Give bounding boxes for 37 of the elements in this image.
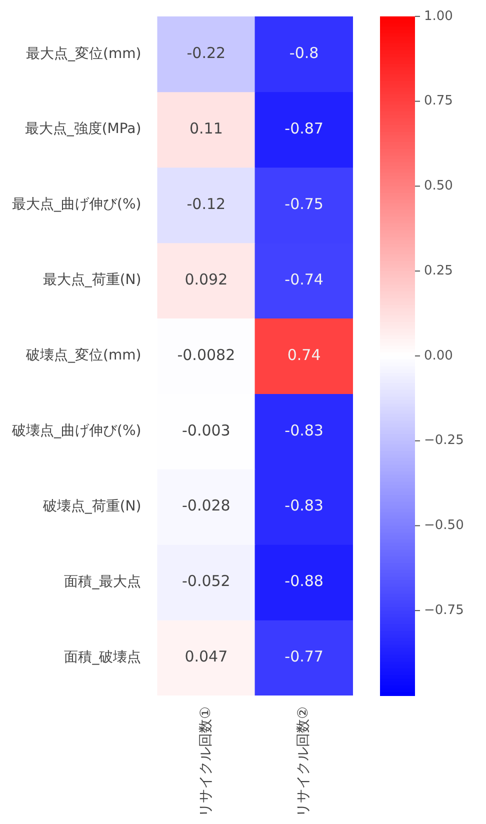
data-label: -0.83 [284,496,324,515]
y-tick-label: 最大点_荷重(N) [42,272,142,288]
data-label: -0.74 [284,270,324,288]
color-bar-label: −0.50 [424,518,464,534]
data-label: -0.12 [186,194,226,213]
data-label: -0.052 [182,572,230,590]
y-tick-label: 破壊点_変位(mm) [25,348,142,364]
data-label: -0.75 [284,194,324,213]
data-label: 0.74 [287,346,321,364]
y-tick-label: 面積_破壊点 [64,649,142,666]
y-tick-label: 最大点_曲げ伸び(%) [12,196,142,213]
data-label: -0.22 [186,44,226,62]
y-tick-label: 最大点_強度(MPa) [24,121,142,138]
color-bar-label: 0.75 [424,94,453,109]
data-label: -0.88 [284,572,324,590]
color-bar-label: −0.25 [424,433,464,448]
data-label: -0.0082 [177,346,236,364]
x-tick-label: リサイクル回数① [198,706,214,818]
y-tick-label: 最大点_変位(mm) [26,46,142,62]
data-label: 0.047 [184,648,228,666]
data-label: -0.87 [284,119,324,138]
data-label: -0.003 [182,421,230,440]
color-bar-label: −0.75 [424,602,464,618]
y-tick-label: 破壊点_荷重(N) [42,498,142,514]
x-tick-label: リサイクル回数② [296,706,312,818]
color-bar-label: 0.50 [424,178,453,194]
data-label: 0.092 [184,270,228,288]
data-label: -0.77 [284,648,324,666]
y-tick-label: 破壊点_曲げ伸び(%) [10,423,142,440]
y-tick-label: 面積_最大点 [64,574,142,590]
color-bar-label: 1.00 [424,8,453,24]
color-bar-label: 0.25 [424,263,453,278]
data-label: -0.83 [284,421,324,440]
data-label: -0.8 [289,44,319,62]
data-label: -0.028 [182,496,230,515]
data-label: 0.11 [189,119,223,138]
color-bar-label: 0.00 [424,348,453,364]
